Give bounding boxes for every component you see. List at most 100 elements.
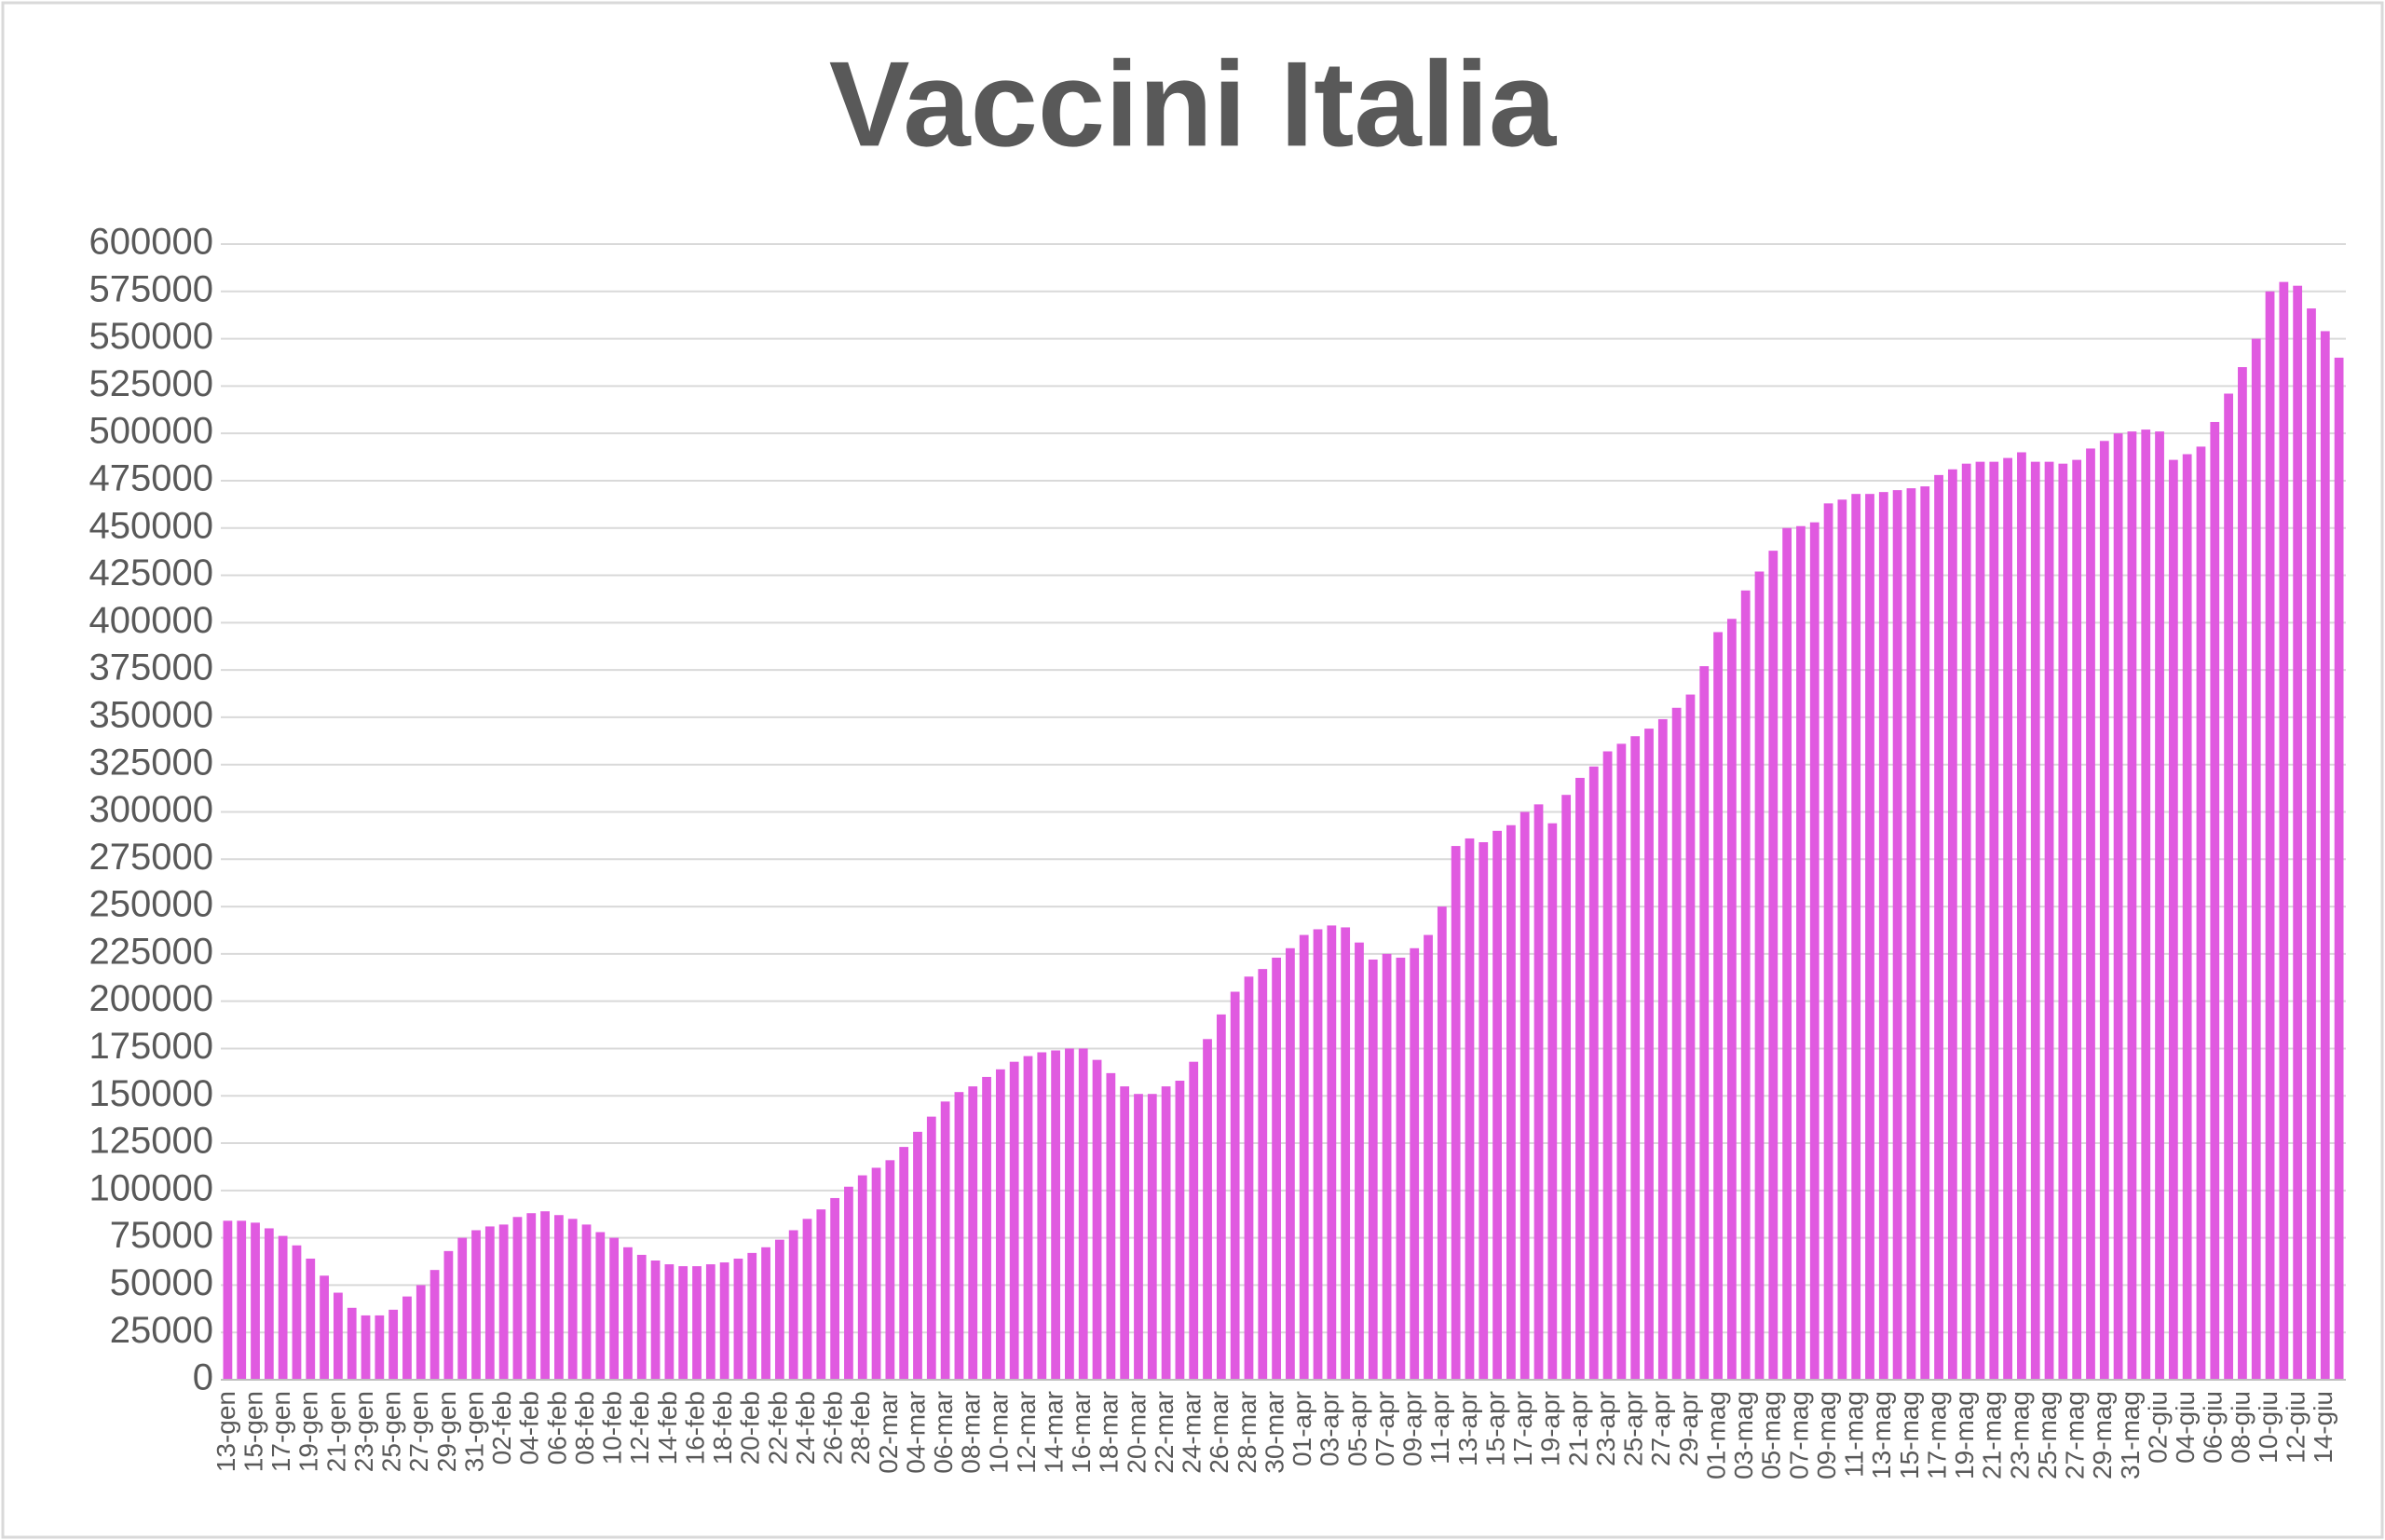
bar bbox=[1796, 525, 1806, 1380]
bar bbox=[2307, 308, 2316, 1380]
bar bbox=[416, 1285, 426, 1380]
x-tick-label: 05-mag bbox=[1757, 1391, 1786, 1479]
x-tick-label: 31-gen bbox=[459, 1391, 488, 1472]
bar bbox=[1065, 1048, 1074, 1380]
bar bbox=[1492, 830, 1502, 1380]
bar bbox=[1216, 1014, 1226, 1380]
bar bbox=[237, 1220, 247, 1380]
x-tick-label: 02-giu bbox=[2143, 1391, 2172, 1464]
bar bbox=[1671, 707, 1682, 1380]
x-tick-label: 12-mar bbox=[1012, 1391, 1041, 1474]
bar bbox=[251, 1222, 260, 1380]
bar bbox=[1644, 729, 1654, 1380]
bar bbox=[2030, 461, 2040, 1380]
bar bbox=[1892, 490, 1902, 1380]
y-tick-label: 575000 bbox=[89, 268, 213, 309]
bar bbox=[1630, 736, 1641, 1380]
x-tick-label: 13-apr bbox=[1453, 1391, 1482, 1466]
bar bbox=[553, 1215, 564, 1380]
bar bbox=[2058, 463, 2068, 1380]
bar bbox=[1134, 1094, 1143, 1380]
bar bbox=[2334, 357, 2344, 1380]
x-tick-label: 26-mar bbox=[1205, 1391, 1233, 1474]
bar bbox=[1920, 486, 1930, 1380]
x-tick-label: 17-gen bbox=[266, 1391, 295, 1472]
x-tick-label: 22-mar bbox=[1150, 1391, 1179, 1474]
bar bbox=[609, 1237, 620, 1380]
bar bbox=[1740, 590, 1751, 1380]
bar bbox=[954, 1092, 964, 1380]
bar bbox=[2072, 459, 2082, 1380]
x-tick-label: 01-mag bbox=[1701, 1391, 1730, 1479]
x-tick-label: 18-feb bbox=[708, 1391, 737, 1465]
bar bbox=[968, 1086, 978, 1380]
y-tick-label: 350000 bbox=[89, 694, 213, 735]
bar bbox=[1547, 823, 1558, 1380]
bar bbox=[788, 1230, 798, 1380]
bar bbox=[1616, 743, 1627, 1380]
bar bbox=[223, 1220, 233, 1380]
x-tick-label: 10-giu bbox=[2254, 1391, 2283, 1464]
x-tick-label: 19-mag bbox=[1950, 1391, 1979, 1479]
bar bbox=[926, 1116, 936, 1380]
x-tick-label: 19-apr bbox=[1536, 1391, 1565, 1466]
bar bbox=[1685, 694, 1696, 1380]
bar bbox=[595, 1232, 606, 1380]
x-tick-label: 24-mar bbox=[1178, 1391, 1206, 1474]
bar bbox=[457, 1237, 468, 1380]
x-tick-label: 22-feb bbox=[763, 1391, 792, 1465]
bar bbox=[1368, 959, 1378, 1380]
x-tick-label: 20-feb bbox=[736, 1391, 765, 1465]
bar bbox=[1106, 1072, 1116, 1380]
x-tick-label: 23-apr bbox=[1591, 1391, 1620, 1466]
x-tick-label: 08-feb bbox=[570, 1391, 599, 1465]
bar bbox=[320, 1275, 329, 1380]
x-tick-label: 31-mag bbox=[2116, 1391, 2145, 1479]
bar bbox=[2251, 338, 2261, 1380]
x-tick-label: 05-apr bbox=[1342, 1391, 1371, 1466]
y-tick-label: 50000 bbox=[110, 1262, 213, 1303]
bar bbox=[1851, 494, 1861, 1380]
bar bbox=[1203, 1039, 1212, 1380]
x-tick-label: 07-apr bbox=[1370, 1391, 1399, 1466]
bar bbox=[540, 1211, 550, 1380]
bar bbox=[1506, 825, 1516, 1380]
x-tick-label: 07-mag bbox=[1784, 1391, 1813, 1479]
bar bbox=[2168, 459, 2178, 1380]
bar bbox=[2099, 441, 2109, 1380]
bar bbox=[830, 1197, 840, 1380]
bar bbox=[429, 1270, 440, 1380]
bar bbox=[581, 1224, 592, 1380]
x-tick-label: 02-feb bbox=[487, 1391, 516, 1465]
x-tick-label: 15-mag bbox=[1895, 1391, 1924, 1479]
x-tick-label: 15-apr bbox=[1480, 1391, 1509, 1466]
x-tick-label: 20-mar bbox=[1122, 1391, 1151, 1474]
bar bbox=[1244, 976, 1254, 1380]
bar bbox=[1272, 957, 1281, 1380]
bar bbox=[278, 1235, 288, 1380]
bar bbox=[1906, 488, 1916, 1380]
x-tick-label: 03-mag bbox=[1729, 1391, 1758, 1479]
x-tick-label: 10-mar bbox=[984, 1391, 1013, 1474]
bar bbox=[1341, 927, 1351, 1380]
bar bbox=[1809, 522, 1819, 1380]
x-tick-label: 16-feb bbox=[680, 1391, 709, 1465]
bar bbox=[2182, 454, 2192, 1380]
bar bbox=[940, 1101, 950, 1380]
x-tick-label: 08-mar bbox=[957, 1391, 986, 1474]
y-tick-label: 0 bbox=[193, 1357, 213, 1398]
bar bbox=[2113, 433, 2123, 1381]
y-tick-label: 150000 bbox=[89, 1073, 213, 1114]
x-tick-label: 09-mag bbox=[1812, 1391, 1841, 1479]
y-tick-label: 275000 bbox=[89, 837, 213, 878]
bar bbox=[1865, 494, 1874, 1380]
x-tick-label: 06-mar bbox=[929, 1391, 958, 1474]
bar bbox=[2086, 448, 2095, 1380]
bar bbox=[1961, 463, 1971, 1380]
x-tick-label: 11-apr bbox=[1425, 1391, 1454, 1465]
chart-title: Vaccini Italia bbox=[829, 35, 1558, 171]
x-tick-label: 09-apr bbox=[1398, 1391, 1427, 1466]
bar bbox=[1120, 1086, 1130, 1380]
x-tick-label: 30-mar bbox=[1260, 1391, 1288, 1474]
x-tick-label: 29-apr bbox=[1674, 1391, 1703, 1466]
